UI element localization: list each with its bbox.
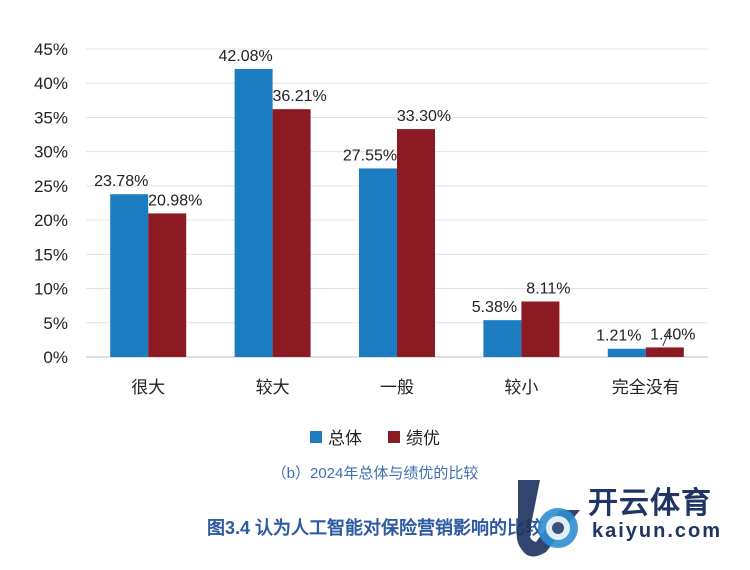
y-tick-label: 0% [43, 348, 68, 367]
legend: 总体 绩优 [0, 424, 750, 449]
y-tick-label: 25% [34, 177, 68, 196]
y-tick-label: 20% [34, 211, 68, 230]
y-tick-label: 10% [34, 280, 68, 299]
bar-series-2 [148, 213, 187, 357]
y-tick-label: 5% [43, 314, 68, 333]
watermark-cn-text: 开云体育 [588, 487, 712, 520]
data-labels: 23.78%20.98% 42.08% 36.21% 27.55% 33.30% 5.38… [94, 48, 695, 347]
y-tick-label: 35% [34, 108, 68, 127]
y-tick-label: 40% [34, 74, 68, 93]
data-label: 33.30% [397, 108, 451, 125]
bar-series-2 [272, 109, 311, 358]
y-tick-label: 45% [34, 40, 68, 59]
bar-series-1 [483, 320, 522, 357]
bar-series-1 [110, 194, 149, 357]
x-category-label: 很大 [131, 378, 165, 397]
data-label: 23.78% [94, 173, 148, 190]
y-tick-label: 15% [34, 245, 68, 264]
x-axis-categories: 很大 较大 一般 较小 完全没有 [131, 378, 680, 397]
legend-item-series-1: 总体 [310, 424, 362, 449]
legend-label-series-2: 绩优 [406, 429, 440, 448]
legend-swatch-series-2 [388, 430, 400, 443]
bar-series-1 [359, 168, 397, 357]
data-label: 27.55% [343, 147, 397, 164]
bars [110, 68, 684, 358]
y-axis-ticks: 0% 5% 10% 15% 20% 25% 30% 35% 40% 45% [34, 40, 68, 367]
legend-item-series-2: 绩优 [388, 424, 440, 449]
bar-series-2 [645, 347, 684, 357]
data-label: 1.40% [650, 326, 695, 343]
data-label: 20.98% [148, 192, 202, 209]
x-category-label: 较大 [256, 378, 290, 397]
bar-series-1 [607, 348, 646, 357]
bar-series-1 [234, 68, 273, 357]
x-category-label: 较小 [504, 378, 538, 397]
data-label: 8.11% [526, 280, 570, 297]
legend-swatch-series-1 [310, 430, 322, 443]
data-label: 36.21% [272, 88, 326, 105]
bar-series-2 [397, 129, 435, 357]
label-leader-line [662, 331, 670, 347]
watermark-emblem-icon [516, 480, 580, 557]
x-category-label: 一般 [380, 378, 414, 397]
watermark-logo: 开云体育 kaiyun.com [500, 470, 745, 562]
bar-chart: 0% 5% 10% 15% 20% 25% 30% 35% 40% 45% 23.78%20.98… [34, 40, 708, 397]
figure-title: 图3.4 认为人工智能对保险营销影响的比较 [206, 518, 544, 538]
watermark-en-text: kaiyun.com [592, 520, 723, 542]
data-label: 5.38% [472, 299, 517, 316]
chart-subtitle: （b）2024年总体与绩优的比较 [271, 465, 479, 482]
bar-series-2 [521, 301, 560, 357]
data-label: 42.08% [218, 48, 272, 65]
y-tick-label: 30% [34, 143, 68, 162]
data-label: 1.21% [596, 328, 641, 345]
legend-label-series-1: 总体 [328, 429, 362, 448]
x-category-label: 完全没有 [612, 378, 680, 397]
